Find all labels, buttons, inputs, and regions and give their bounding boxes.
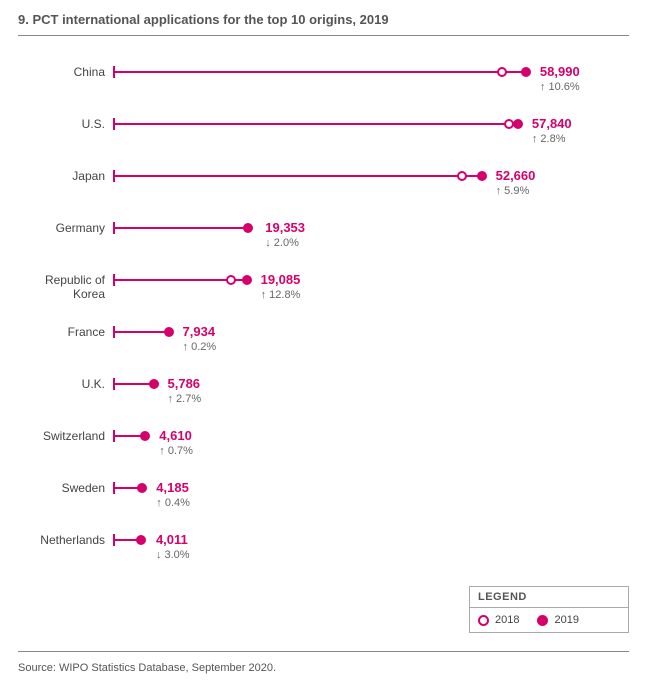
legend-label-2018: 2018 bbox=[495, 614, 519, 626]
value-label: 19,085 bbox=[261, 272, 301, 287]
value-label: 19,353 bbox=[265, 220, 305, 235]
bar-wrap: 19,085 ↑ 12.8% bbox=[113, 274, 629, 308]
marker-2019 bbox=[164, 327, 174, 337]
marker-2018 bbox=[457, 171, 467, 181]
value-label: 7,934 bbox=[183, 324, 216, 339]
source-text: Source: WIPO Statistics Database, Septem… bbox=[18, 662, 629, 674]
marker-2019 bbox=[513, 119, 523, 129]
row-label: France bbox=[18, 326, 113, 340]
bar-wrap: 4,011 ↓ 3.0% bbox=[113, 534, 629, 568]
chart-row: Switzerland 4,610 ↑ 0.7% bbox=[18, 430, 629, 464]
bar-wrap: 52,660 ↑ 5.9% bbox=[113, 170, 629, 204]
pct-label: ↑ 0.2% bbox=[183, 341, 217, 353]
bar-track bbox=[113, 383, 154, 385]
chart-row: Netherlands 4,011 ↓ 3.0% bbox=[18, 534, 629, 568]
chart-row: China 58,990 ↑ 10.6% bbox=[18, 66, 629, 100]
marker-2019 bbox=[149, 379, 159, 389]
marker-2018 bbox=[226, 275, 236, 285]
bar-track bbox=[113, 175, 482, 177]
marker-2019 bbox=[242, 275, 252, 285]
marker-2019 bbox=[137, 483, 147, 493]
bar-track bbox=[113, 71, 526, 73]
bar-wrap: 4,185 ↑ 0.4% bbox=[113, 482, 629, 516]
bar-wrap: 7,934 ↑ 0.2% bbox=[113, 326, 629, 360]
marker-2018 bbox=[497, 67, 507, 77]
pct-label: ↑ 10.6% bbox=[540, 81, 580, 93]
chart-row: U.S. 57,840 ↑ 2.8% bbox=[18, 118, 629, 152]
marker-2019 bbox=[521, 67, 531, 77]
row-label: Japan bbox=[18, 170, 113, 184]
pct-label: ↑ 2.8% bbox=[532, 133, 566, 145]
bar-wrap: 19,353 ↓ 2.0% bbox=[113, 222, 629, 256]
legend-heading: LEGEND bbox=[470, 587, 628, 608]
pct-label: ↓ 3.0% bbox=[156, 549, 190, 561]
marker-2019 bbox=[243, 223, 253, 233]
pct-label: ↑ 5.9% bbox=[496, 185, 530, 197]
value-label: 52,660 bbox=[496, 168, 536, 183]
value-label: 4,610 bbox=[159, 428, 192, 443]
value-label: 4,011 bbox=[156, 532, 188, 547]
chart-row: Japan 52,660 ↑ 5.9% bbox=[18, 170, 629, 204]
value-label: 5,786 bbox=[168, 376, 201, 391]
row-label: U.K. bbox=[18, 378, 113, 392]
bottom-divider bbox=[18, 651, 629, 652]
bar-wrap: 5,786 ↑ 2.7% bbox=[113, 378, 629, 412]
row-label: Germany bbox=[18, 222, 113, 236]
bar-wrap: 57,840 ↑ 2.8% bbox=[113, 118, 629, 152]
pct-label: ↓ 2.0% bbox=[265, 237, 299, 249]
row-label: Sweden bbox=[18, 482, 113, 496]
marker-2019 bbox=[140, 431, 150, 441]
pct-label: ↑ 2.7% bbox=[168, 393, 202, 405]
chart-row: Sweden 4,185 ↑ 0.4% bbox=[18, 482, 629, 516]
chart-row: Republic of Korea 19,085 ↑ 12.8% bbox=[18, 274, 629, 308]
bar-track bbox=[113, 123, 518, 125]
row-label: U.S. bbox=[18, 118, 113, 132]
chart-row: France 7,934 ↑ 0.2% bbox=[18, 326, 629, 360]
legend-label-2019: 2019 bbox=[554, 614, 578, 626]
row-label: Netherlands bbox=[18, 534, 113, 548]
marker-2019 bbox=[136, 535, 146, 545]
bar-wrap: 4,610 ↑ 0.7% bbox=[113, 430, 629, 464]
legend-body: 2018 2019 bbox=[470, 608, 628, 632]
legend-marker-2018 bbox=[478, 615, 489, 626]
value-label: 4,185 bbox=[156, 480, 189, 495]
chart-area: China58,990↑ 10.6%U.S.57,840↑ 2.8%Japan5… bbox=[18, 66, 629, 568]
legend-marker-2019 bbox=[537, 615, 548, 626]
pct-label: ↑ 0.7% bbox=[159, 445, 193, 457]
pct-label: ↑ 12.8% bbox=[261, 289, 301, 301]
bar-track bbox=[113, 227, 251, 229]
chart-title: 9. PCT international applications for th… bbox=[18, 12, 629, 27]
bar-wrap: 58,990 ↑ 10.6% bbox=[113, 66, 629, 100]
legend: LEGEND 2018 2019 bbox=[469, 586, 629, 633]
pct-label: ↑ 0.4% bbox=[156, 497, 190, 509]
marker-2019 bbox=[477, 171, 487, 181]
row-label: Switzerland bbox=[18, 430, 113, 444]
chart-row: U.K. 5,786 ↑ 2.7% bbox=[18, 378, 629, 412]
row-label: China bbox=[18, 66, 113, 80]
bar-track bbox=[113, 331, 169, 333]
value-label: 58,990 bbox=[540, 64, 580, 79]
chart-row: Germany 19,353 ↓ 2.0% bbox=[18, 222, 629, 256]
row-label: Republic of Korea bbox=[18, 274, 113, 302]
top-divider bbox=[18, 35, 629, 36]
value-label: 57,840 bbox=[532, 116, 572, 131]
